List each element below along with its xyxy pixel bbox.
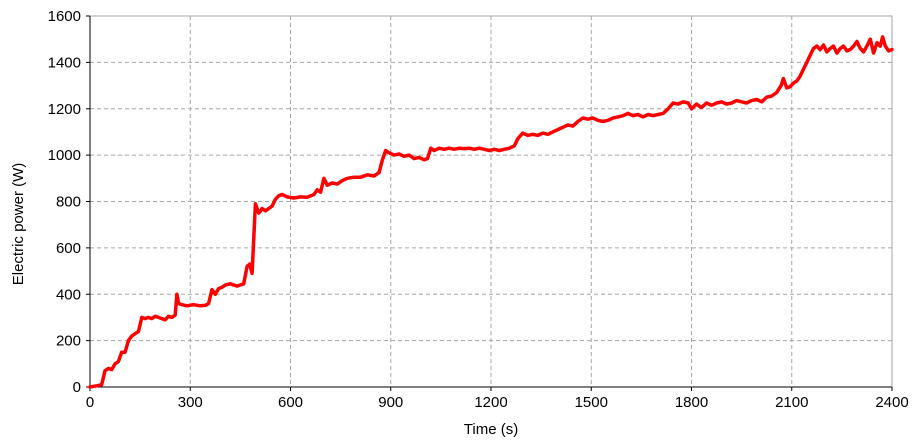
- tick-labels: 0 200 400 600 800 1000 1200 1400 1600 0 300 600 900 1…: [48, 8, 909, 411]
- y-tick-label: 800: [56, 194, 81, 211]
- x-tick-label: 900: [378, 394, 403, 411]
- x-tick-label: 1800: [675, 394, 708, 411]
- y-axis-title: Electric power (W): [10, 163, 27, 286]
- y-tick-label: 0: [73, 379, 81, 396]
- power-series-line: [88, 35, 894, 389]
- x-tick-label: 2400: [875, 394, 908, 411]
- y-tick-label: 1400: [48, 54, 81, 71]
- y-tick-label: 1200: [48, 101, 81, 118]
- x-tick-label: 600: [278, 394, 303, 411]
- series-layer: [88, 35, 894, 389]
- grid: [89, 15, 893, 388]
- y-tick-label: 1600: [48, 8, 81, 25]
- x-tick-label: 1500: [575, 394, 608, 411]
- x-tick-label: 300: [178, 394, 203, 411]
- x-tick-label: 0: [86, 394, 94, 411]
- x-axis-title: Time (s): [464, 421, 518, 438]
- y-tick-label: 200: [56, 333, 81, 350]
- y-tick-label: 400: [56, 286, 81, 303]
- x-tick-label: 1200: [474, 394, 507, 411]
- axes: [86, 15, 893, 391]
- y-tick-label: 600: [56, 240, 81, 257]
- y-tick-label: 1000: [48, 147, 81, 164]
- x-tick-label: 2100: [775, 394, 808, 411]
